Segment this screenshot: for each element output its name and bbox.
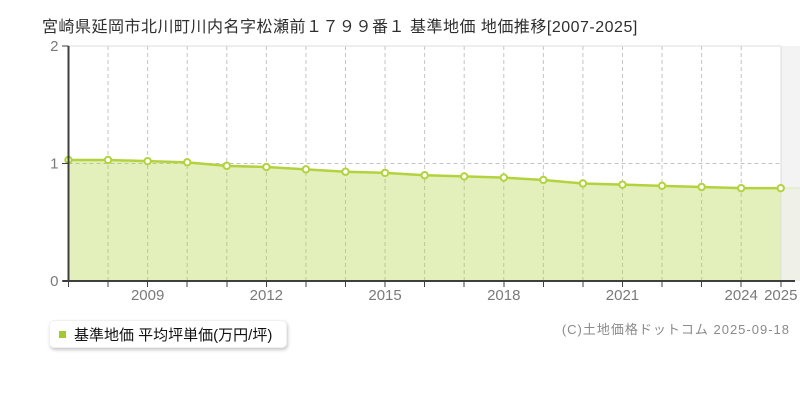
x-axis-tick-label: 2015 bbox=[368, 287, 401, 304]
legend: 基準地価 平均坪単価(万円/坪) bbox=[49, 320, 287, 348]
x-axis-tick-label: 2009 bbox=[131, 287, 164, 304]
land-price-chart-page: 0 1 2 2009 2012 2015 2018 2021 2024 2025 宮崎県延岡市北川… bbox=[0, 0, 800, 400]
price-trend-chart: 0 1 2 2009 2012 2015 2018 2021 2024 2025 bbox=[0, 0, 800, 312]
page-title: 宮崎県延岡市北川町川内名字松瀬前１７９９番１ 基準地価 地価推移[2007-20… bbox=[42, 13, 638, 37]
x-axis-tick-label: 2018 bbox=[487, 287, 520, 304]
x-axis-tick-label: 2024 bbox=[725, 287, 758, 304]
y-axis-tick-label: 2 bbox=[50, 38, 58, 55]
y-axis-tick-label: 1 bbox=[50, 156, 58, 173]
area-series bbox=[69, 160, 800, 281]
copyright-text: (C)土地価格ドットコム 2025-09-18 bbox=[562, 319, 790, 338]
x-axis-tick-label: 2025 bbox=[764, 287, 797, 304]
y-axis-tick-label: 0 bbox=[50, 273, 58, 290]
legend-label: 基準地価 平均坪単価(万円/坪) bbox=[74, 324, 272, 345]
x-axis-tick-label: 2012 bbox=[250, 287, 283, 304]
legend-marker-square bbox=[59, 331, 66, 338]
x-axis-tick-label: 2021 bbox=[606, 287, 639, 304]
out-of-range-band bbox=[781, 46, 800, 281]
